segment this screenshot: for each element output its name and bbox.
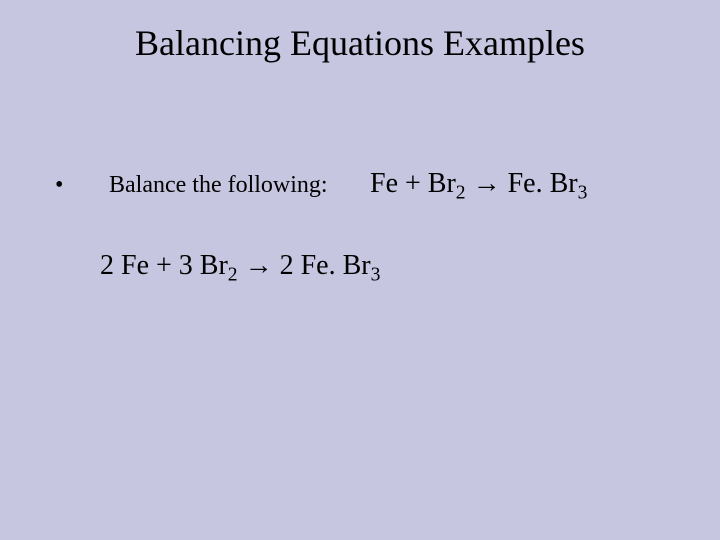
eq2-lhs-term1: Fe — [114, 250, 149, 281]
slide-title: Balancing Equations Examples — [0, 22, 720, 64]
bullet-mark: • — [55, 172, 103, 199]
eq1-lhs-term2-base: Br — [428, 168, 456, 199]
eq2-coef1: 2 — [100, 250, 114, 281]
arrow-icon: → — [473, 168, 501, 199]
equation-balanced: 2 Fe + 3 Br2 → 2 Fe. Br3 — [100, 250, 380, 282]
eq1-rhs-base: Br — [550, 168, 578, 199]
eq2-rhs-base: Br — [343, 250, 371, 281]
eq1-lhs-term2-sub: 2 — [456, 183, 466, 204]
arrow-icon: → — [245, 250, 273, 281]
eq2-coef3: 2 — [273, 250, 294, 281]
eq2-plus: + — [149, 250, 179, 281]
eq2-rhs-sub: 3 — [371, 265, 381, 286]
equation-unbalanced: Fe + Br2 → Fe. Br3 — [370, 168, 587, 200]
eq2-lhs-term2-base: Br — [193, 250, 228, 281]
eq1-plus: + — [398, 168, 428, 199]
slide: Balancing Equations Examples • Balance t… — [0, 0, 720, 540]
eq2-rhs-prefix: Fe. — [294, 250, 343, 281]
eq2-coef2: 3 — [179, 250, 193, 281]
eq1-rhs-sub: 3 — [578, 183, 588, 204]
eq1-lhs-term1: Fe — [370, 168, 398, 199]
prompt-text: Balance the following: — [109, 172, 328, 199]
eq1-rhs-prefix: Fe. — [508, 168, 550, 199]
eq2-lhs-term2-sub: 2 — [228, 265, 238, 286]
